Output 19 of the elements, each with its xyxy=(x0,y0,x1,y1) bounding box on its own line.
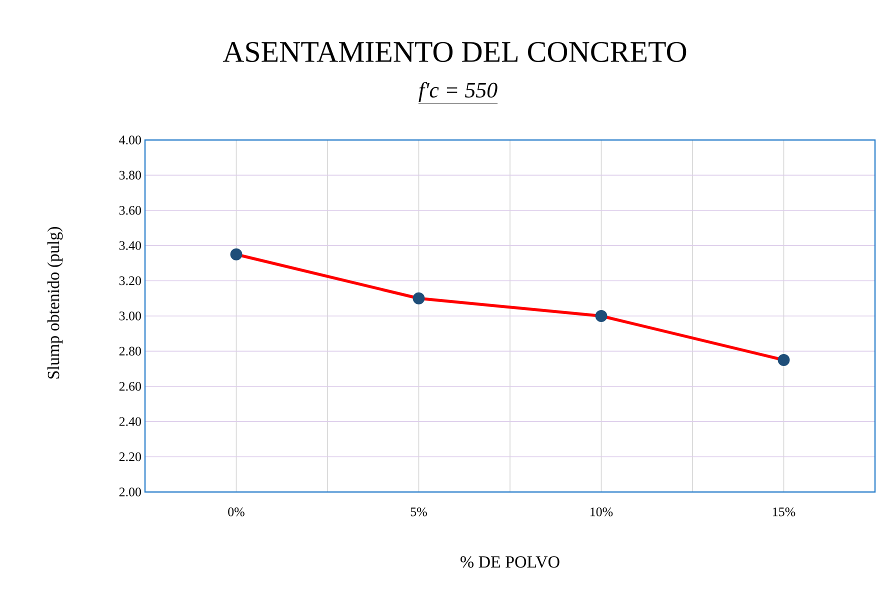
x-tick-label: 0% xyxy=(228,508,244,516)
y-tick-label: 3.80 xyxy=(119,170,141,180)
y-tick-label: 4.00 xyxy=(119,136,141,144)
y-axis-title: Slump obtenido (pulg) xyxy=(47,227,63,379)
y-tick-label: 3.60 xyxy=(119,206,141,215)
y-tick-label: 2.60 xyxy=(119,382,141,391)
x-tick-label: 10% xyxy=(590,508,613,516)
chart-title: ASENTAMIENTO DEL CONCRETO xyxy=(222,42,686,62)
y-tick-label: 3.00 xyxy=(119,312,141,320)
y-tick-label: 2.20 xyxy=(119,452,141,462)
y-tick-label: 3.20 xyxy=(119,276,141,286)
x-axis-title: % DE POLVO xyxy=(460,556,560,568)
y-tick-label: 2.00 xyxy=(119,488,141,496)
x-tick-label: 5% xyxy=(410,508,427,516)
chart-subtitle: f'c = 550 xyxy=(418,82,498,102)
x-tick-label: 15% xyxy=(773,508,796,516)
y-tick-label: 2.80 xyxy=(119,346,141,356)
y-tick-label: 3.40 xyxy=(119,241,141,250)
y-tick-label: 2.40 xyxy=(119,417,141,426)
